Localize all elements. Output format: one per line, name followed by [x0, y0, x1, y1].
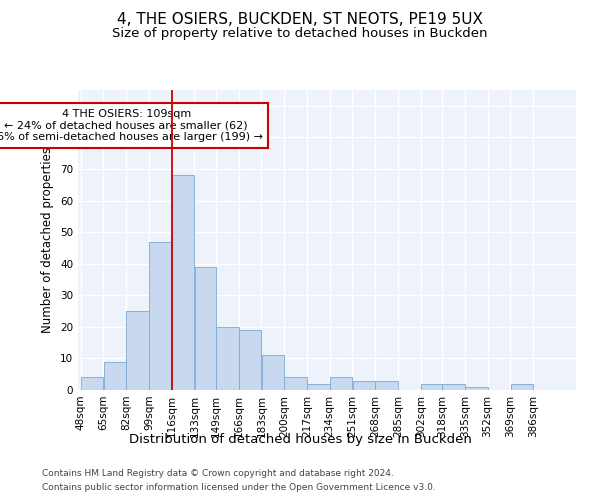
Bar	[421, 384, 442, 390]
Bar	[284, 378, 307, 390]
Bar	[442, 384, 465, 390]
Bar	[307, 384, 329, 390]
Bar	[239, 330, 261, 390]
Bar	[262, 356, 284, 390]
Bar	[127, 311, 149, 390]
Bar	[376, 380, 398, 390]
Bar	[465, 387, 488, 390]
Bar	[104, 362, 126, 390]
Text: Size of property relative to detached houses in Buckden: Size of property relative to detached ho…	[112, 28, 488, 40]
Bar	[194, 267, 216, 390]
Bar	[172, 176, 194, 390]
Text: Distribution of detached houses by size in Buckden: Distribution of detached houses by size …	[128, 432, 472, 446]
Bar	[216, 327, 239, 390]
Bar	[511, 384, 533, 390]
Text: Contains HM Land Registry data © Crown copyright and database right 2024.: Contains HM Land Registry data © Crown c…	[42, 468, 394, 477]
Bar	[330, 378, 352, 390]
Y-axis label: Number of detached properties: Number of detached properties	[41, 147, 55, 333]
Text: 4, THE OSIERS, BUCKDEN, ST NEOTS, PE19 5UX: 4, THE OSIERS, BUCKDEN, ST NEOTS, PE19 5…	[117, 12, 483, 28]
Text: Contains public sector information licensed under the Open Government Licence v3: Contains public sector information licen…	[42, 484, 436, 492]
Bar	[81, 378, 103, 390]
Bar	[149, 242, 172, 390]
Bar	[353, 380, 375, 390]
Text: 4 THE OSIERS: 109sqm
← 24% of detached houses are smaller (62)
76% of semi-detac: 4 THE OSIERS: 109sqm ← 24% of detached h…	[0, 109, 263, 142]
